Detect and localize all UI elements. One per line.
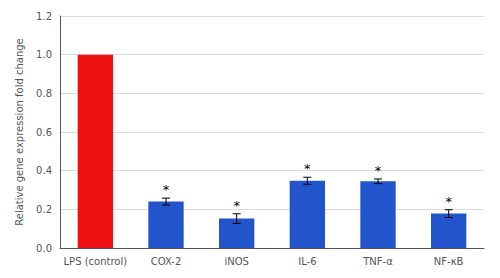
svg-text:COX-2: COX-2 — [151, 256, 182, 267]
svg-text:*: * — [304, 161, 311, 176]
svg-text:0.6: 0.6 — [36, 127, 52, 138]
svg-text:*: * — [163, 182, 170, 197]
svg-text:*: * — [445, 194, 452, 209]
svg-text:*: * — [233, 198, 240, 213]
svg-text:0.2: 0.2 — [36, 204, 52, 215]
svg-text:NF-κB: NF-κB — [434, 256, 464, 267]
svg-text:IL-6: IL-6 — [298, 256, 316, 267]
svg-text:Relative gene expression fold: Relative gene expression fold change — [14, 38, 25, 226]
svg-text:*: * — [375, 163, 382, 178]
svg-text:0.8: 0.8 — [36, 88, 52, 99]
svg-text:1.2: 1.2 — [36, 11, 52, 22]
svg-text:TNF-α: TNF-α — [362, 256, 393, 267]
svg-text:0.0: 0.0 — [36, 243, 52, 254]
svg-text:1.0: 1.0 — [36, 49, 52, 60]
svg-text:0.4: 0.4 — [36, 165, 52, 176]
svg-text:iNOS: iNOS — [224, 256, 248, 267]
svg-text:LPS (control): LPS (control) — [64, 256, 128, 267]
